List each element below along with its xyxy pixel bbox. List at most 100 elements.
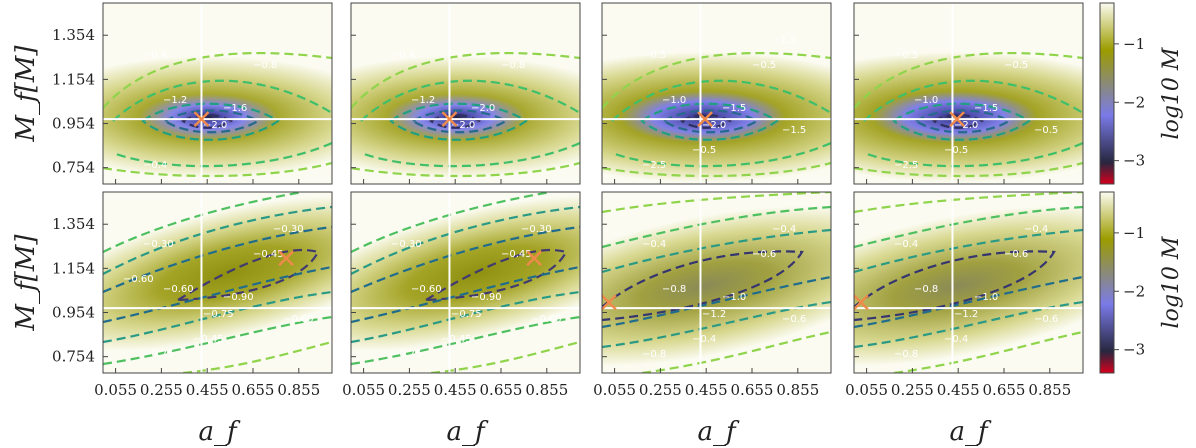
x-tick-label: 0.855 xyxy=(1028,381,1071,399)
contour-line xyxy=(428,113,482,129)
contour-line xyxy=(351,315,580,366)
x-tick-label: 0.055 xyxy=(342,381,385,399)
contour-line xyxy=(611,79,831,168)
contour-line xyxy=(854,250,1056,322)
contour-label: −0.30 xyxy=(273,224,304,235)
x-tick-label: 0.655 xyxy=(480,381,523,399)
contour-label: −0.60 xyxy=(531,314,562,325)
colorbars: −1 −2 −3 log10 M −1 −2 −3 log10 M xyxy=(1099,2,1184,374)
contour-line xyxy=(360,79,580,168)
best-fit-marker xyxy=(278,250,295,267)
colorbar-tick-label: −1 xyxy=(1123,224,1145,242)
contour-line xyxy=(863,79,1083,168)
contour-label: −0.6 xyxy=(1004,249,1028,260)
x-tick-label: 0.455 xyxy=(186,381,229,399)
contour-line xyxy=(854,161,1083,178)
contour-line xyxy=(103,161,332,178)
x-tick-label: 0.055 xyxy=(593,381,636,399)
colorbar-tick-label: −3 xyxy=(1123,152,1145,170)
best-fit-marker xyxy=(854,294,869,311)
best-fit-marker xyxy=(526,250,543,267)
contour-line xyxy=(430,340,580,373)
contour-label: −0.4 xyxy=(642,239,666,250)
contour-line xyxy=(854,52,1083,109)
contour-line xyxy=(602,192,831,214)
contour-label: −0.75 xyxy=(143,349,174,360)
contour-line xyxy=(854,228,1083,274)
x-tick-label: 0.655 xyxy=(731,381,774,399)
contour-label: −0.30 xyxy=(143,239,174,250)
contour-line xyxy=(854,205,1083,249)
x-axis-label: a_f xyxy=(446,417,489,447)
panel-r2-c2: −0.30 −0.45 −0.60 −0.90 −0.75 −0.75 −0.60 −0.45… xyxy=(350,191,581,374)
contour-label: −0.6 xyxy=(782,314,806,325)
contour-label: −1.0 xyxy=(722,292,746,303)
contour-label: −1.2 xyxy=(163,95,187,106)
contour-label: −0.5 xyxy=(944,145,968,156)
contour-label: −1.0 xyxy=(914,95,938,106)
contour-label: −0.75 xyxy=(451,309,482,320)
contour-label: −0.8 xyxy=(914,284,938,295)
contour-line xyxy=(141,102,280,141)
contour-label: −0.6 xyxy=(752,249,776,260)
contour-label: −0.4 xyxy=(894,239,918,250)
heatmap-field xyxy=(103,192,332,373)
contour-label: −0.5 xyxy=(642,50,666,61)
contour-line xyxy=(892,102,1031,141)
panel-frame xyxy=(853,191,1084,374)
panel-r1-c3: −0.5 −0.5 −1.0 −1.5 −2.0 −2.5 −1.5 −0.5 −1.5 xyxy=(601,2,832,185)
panel-frame xyxy=(350,191,581,374)
contour-label: −0.4 xyxy=(391,50,415,61)
contour-label: −0.75 xyxy=(203,309,234,320)
y-axis-label: M_f[M] xyxy=(11,45,41,143)
contour-label: −0.4 xyxy=(1024,224,1048,235)
contour-line xyxy=(854,275,1083,329)
contour-label: −1.5 xyxy=(782,125,806,136)
x-tick-label: 0.255 xyxy=(891,381,934,399)
x-tick-label: 0.855 xyxy=(525,381,568,399)
contour-label: −1.0 xyxy=(662,95,686,106)
colorbar-scale xyxy=(1099,2,1115,185)
y-tick-label: 0.754 xyxy=(52,159,95,177)
contour-line xyxy=(112,79,332,168)
contour-label: −0.8 xyxy=(642,349,666,360)
contour-line xyxy=(602,205,831,249)
contour-label: −2.0 xyxy=(471,103,495,114)
contour-label: −2.0 xyxy=(954,120,978,131)
contour-label: −2.5 xyxy=(642,160,666,171)
panels-layer: −0.4 −0.8 −1.2 −1.6 −2.0 −0.4 −0.4 −0.8 −1.2 −2.0… xyxy=(102,2,1084,374)
heatmap-field xyxy=(602,3,831,184)
x-tick-label: 0.055 xyxy=(94,381,137,399)
contour-label: −0.8 xyxy=(253,60,277,71)
contour-line xyxy=(182,340,332,373)
contour-label: −1.2 xyxy=(954,309,978,320)
heatmap-field xyxy=(103,3,332,184)
contour-label: −0.8 xyxy=(501,60,525,71)
contour-line xyxy=(602,52,831,109)
contour-label: −0.8 xyxy=(662,284,686,295)
contour-label: −2.0 xyxy=(451,120,475,131)
x-tick-label: 0.855 xyxy=(277,381,320,399)
heatmap-field xyxy=(854,192,1083,373)
y-tick-label: 1.354 xyxy=(52,215,95,233)
contour-label: −1.5 xyxy=(772,35,796,46)
contour-line xyxy=(103,52,332,109)
x-axis-label: a_f xyxy=(198,417,241,447)
panel-frame xyxy=(102,2,333,185)
contour-line xyxy=(640,102,779,141)
panel-frame xyxy=(102,191,333,374)
contour-label: −0.30 xyxy=(391,239,422,250)
contour-label: −1.5 xyxy=(722,103,746,114)
contour-label: −0.75 xyxy=(391,349,422,360)
colorbar-tick-label: −2 xyxy=(1123,93,1145,111)
contour-line xyxy=(854,300,1083,349)
x-tick-label: 0.255 xyxy=(639,381,682,399)
panel-frame xyxy=(350,2,581,185)
contour-line xyxy=(679,113,733,129)
contour-line xyxy=(180,113,234,129)
colorbar-label: log10 M xyxy=(1159,47,1184,139)
best-fit-marker xyxy=(949,111,965,127)
heatmap-field xyxy=(351,3,580,184)
